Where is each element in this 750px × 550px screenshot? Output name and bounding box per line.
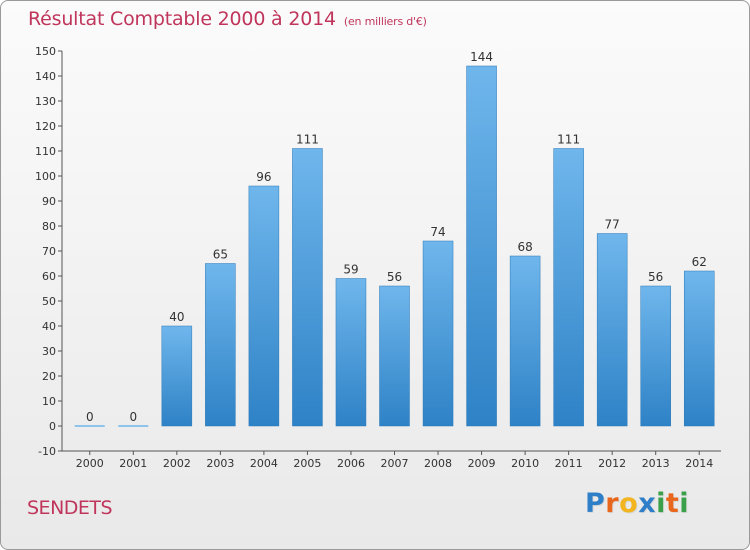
- x-tick-label: 2014: [685, 457, 713, 470]
- x-tick-label: 2003: [206, 457, 234, 470]
- y-tick-label: 120: [35, 120, 56, 133]
- bar-2004: [248, 185, 280, 427]
- data-label-2005: 111: [296, 133, 319, 147]
- data-label-2009: 144: [470, 50, 493, 64]
- data-label-2007: 56: [387, 270, 402, 284]
- proxiti-logo: Proxiti: [585, 488, 689, 519]
- data-label-2000: 0: [86, 410, 94, 424]
- x-tick-label: 2011: [555, 457, 583, 470]
- bar-2007: [379, 285, 410, 427]
- bar-2012: [596, 233, 628, 427]
- y-tick-label: 50: [42, 295, 56, 308]
- chart-data-labels: 0 0 40 65 96 111 59 56 74 144 68 111 77 56 62: [86, 50, 707, 424]
- data-label-2010: 68: [517, 240, 532, 254]
- x-tick-label: 2013: [642, 457, 670, 470]
- x-tick-label: 2010: [511, 457, 539, 470]
- bar-2002: [161, 325, 193, 427]
- x-tick-label: 2008: [424, 457, 452, 470]
- data-label-2012: 77: [605, 218, 620, 232]
- bar-2013: [640, 285, 671, 427]
- place-name: SENDETS: [27, 497, 113, 519]
- logo-letter: P: [585, 488, 606, 519]
- x-tick-label: 2005: [293, 457, 321, 470]
- chart-axes: -10 0 10 20 30 40 50 60 70 80 90 100 110 120 130 140 150…: [35, 45, 721, 470]
- y-tick-label: 140: [35, 70, 56, 83]
- data-label-2013: 56: [648, 270, 663, 284]
- x-tick-label: 2006: [337, 457, 365, 470]
- x-tick-label: 2007: [381, 457, 409, 470]
- data-label-2001: 0: [129, 410, 137, 424]
- x-tick-label: 2004: [250, 457, 278, 470]
- y-tick-label: 20: [42, 370, 56, 383]
- bar-2006: [335, 278, 367, 427]
- x-tick-label: 2009: [468, 457, 496, 470]
- chart-bars: [74, 65, 715, 427]
- x-tick-label: 2002: [163, 457, 191, 470]
- data-label-2014: 62: [692, 255, 707, 269]
- x-tick-label: 2000: [76, 457, 104, 470]
- bar-2005: [292, 148, 323, 427]
- data-label-2008: 74: [430, 225, 445, 239]
- logo-letter: i: [679, 488, 690, 519]
- data-label-2004: 96: [256, 170, 271, 184]
- data-label-2006: 59: [343, 263, 358, 277]
- bar-2010: [509, 255, 541, 427]
- bar-2011: [553, 148, 584, 427]
- y-tick-label: 40: [42, 320, 56, 333]
- logo-letter: t: [665, 488, 680, 519]
- chart-title: Résultat Comptable 2000 à 2014 (en millie…: [28, 8, 427, 30]
- y-tick-label: 100: [35, 170, 56, 183]
- chart-title-text: Résultat Comptable 2000 à 2014: [28, 8, 336, 30]
- bar-2008: [422, 240, 454, 427]
- y-tick-label: 10: [42, 395, 56, 408]
- data-label-2002: 40: [169, 310, 184, 324]
- y-tick-label: 80: [42, 220, 56, 233]
- y-tick-label: 90: [42, 195, 56, 208]
- logo-letter: x: [638, 488, 657, 519]
- x-tick-label: 2012: [598, 457, 626, 470]
- bar-2014: [683, 270, 715, 427]
- data-label-2011: 111: [557, 133, 580, 147]
- y-tick-label: 110: [35, 145, 56, 158]
- logo-letter: r: [605, 488, 620, 519]
- y-tick-label: 130: [35, 95, 56, 108]
- logo-letter: i: [656, 488, 666, 519]
- chart-subtitle: (en milliers d'€): [343, 15, 427, 28]
- logo-letter: o: [619, 488, 639, 519]
- bar-2003: [205, 263, 236, 427]
- data-label-2003: 65: [213, 248, 228, 262]
- y-tick-label: 150: [35, 45, 56, 58]
- y-tick-label: 30: [42, 345, 56, 358]
- bar-2009: [466, 65, 497, 427]
- x-tick-label: 2001: [119, 457, 147, 470]
- y-tick-label: -10: [38, 445, 56, 458]
- y-tick-label: 0: [49, 420, 56, 433]
- y-tick-label: 60: [42, 270, 56, 283]
- y-tick-label: 70: [42, 245, 56, 258]
